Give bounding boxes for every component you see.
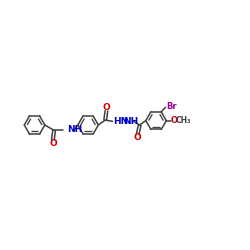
Text: O: O [49, 138, 57, 147]
Text: CH₃: CH₃ [176, 116, 192, 125]
Text: O: O [102, 103, 110, 112]
Text: O: O [133, 133, 141, 142]
Text: HN: HN [113, 117, 128, 126]
Text: NH: NH [124, 117, 139, 126]
Text: Br: Br [166, 102, 177, 110]
Text: NH: NH [67, 126, 82, 134]
Text: O: O [171, 116, 178, 125]
